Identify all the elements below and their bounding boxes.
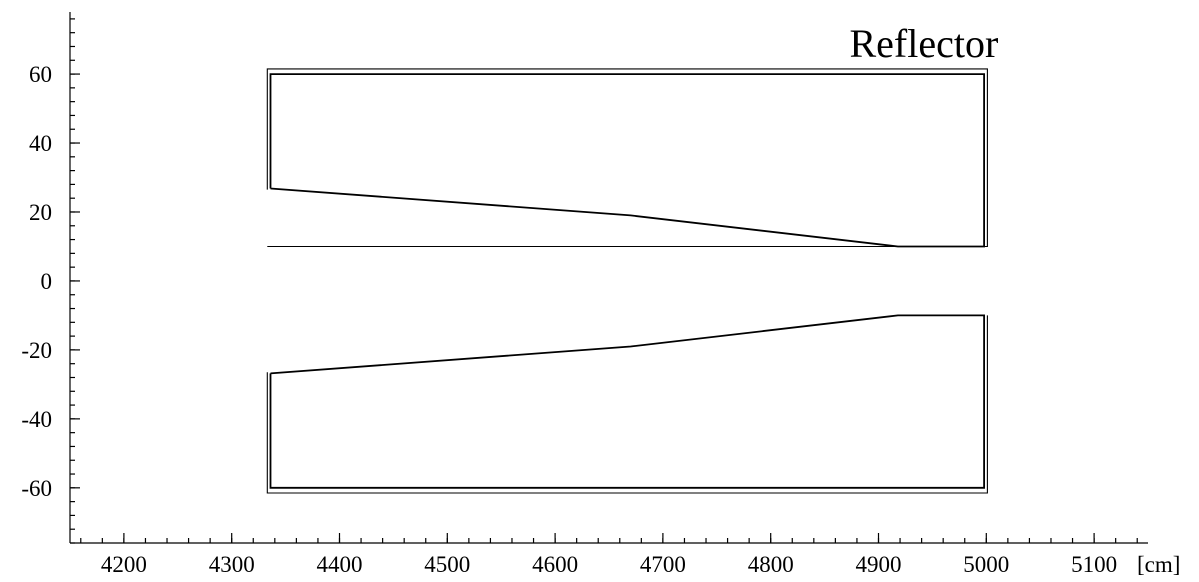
reflector-upper-inner-line [269, 73, 985, 248]
x-tick-label: 4600 [532, 552, 578, 577]
y-tick-label: -20 [21, 338, 52, 363]
tick-labels: 4200 4300 4400 4500 4600 4700 4800 4900 5000 5100… [21, 62, 1180, 577]
annotations: Reflector [849, 21, 998, 66]
x-tick-label: 4300 [209, 552, 255, 577]
x-tick-label: 5000 [963, 552, 1009, 577]
reflector-outline [266, 68, 988, 494]
x-tick-label: 5100 [1071, 552, 1117, 577]
x-tick-label: 4400 [317, 552, 363, 577]
y-tick-label: -60 [21, 476, 52, 501]
x-tick-label: 4800 [748, 552, 794, 577]
x-tick-label: 4500 [424, 552, 470, 577]
axes [69, 12, 1148, 544]
y-tick-label: 60 [29, 62, 52, 87]
x-tick-label: 4900 [856, 552, 902, 577]
y-tick-label: -40 [21, 407, 52, 432]
x-tick-label: 4700 [640, 552, 686, 577]
y-tick-label: 20 [29, 200, 52, 225]
y-tick-label: 40 [29, 131, 52, 156]
reflector-upper-outer-line [266, 68, 988, 248]
reflector-lower-inner-line [269, 314, 985, 489]
x-unit-label: [cm] [1137, 552, 1180, 577]
reflector-lower-outer-line [266, 315, 988, 494]
y-tick-label: 0 [41, 269, 53, 294]
reflector-annotation: Reflector [849, 21, 998, 66]
x-tick-label: 4200 [101, 552, 147, 577]
axis-ticks [70, 18, 1138, 544]
